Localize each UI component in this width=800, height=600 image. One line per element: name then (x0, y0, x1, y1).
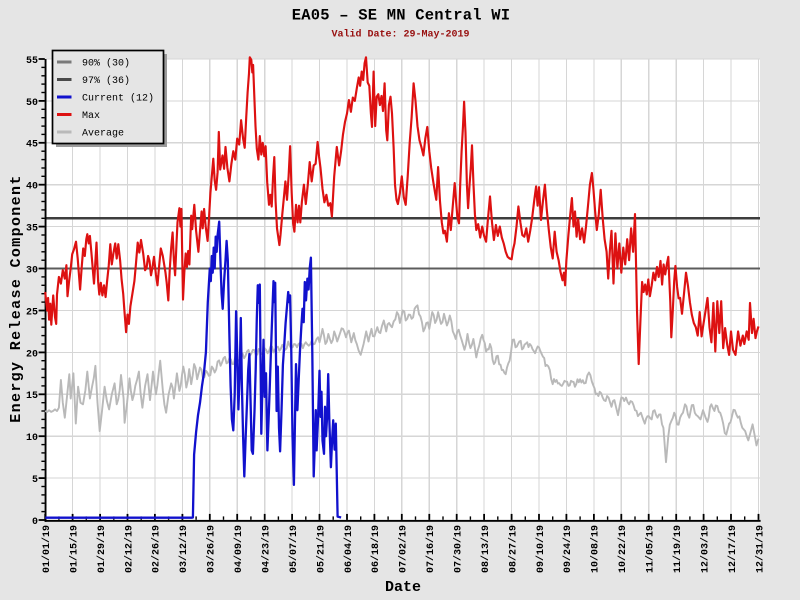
svg-text:01/01/19: 01/01/19 (41, 525, 53, 573)
svg-text:90% (30): 90% (30) (82, 58, 130, 70)
svg-text:12/17/19: 12/17/19 (727, 525, 739, 573)
svg-text:15: 15 (26, 391, 38, 402)
svg-text:06/18/19: 06/18/19 (370, 525, 382, 573)
svg-text:02/12/19: 02/12/19 (123, 525, 135, 573)
svg-text:40: 40 (26, 182, 38, 193)
svg-text:02/26/19: 02/26/19 (151, 525, 163, 573)
svg-text:10/22/19: 10/22/19 (617, 525, 629, 573)
svg-text:01/15/19: 01/15/19 (68, 525, 80, 573)
svg-text:12/31/19: 12/31/19 (754, 525, 766, 573)
svg-text:04/23/19: 04/23/19 (261, 525, 273, 573)
svg-text:11/19/19: 11/19/19 (672, 525, 684, 573)
svg-text:09/24/19: 09/24/19 (562, 525, 574, 573)
svg-text:05/21/19: 05/21/19 (315, 525, 327, 573)
svg-text:03/12/19: 03/12/19 (178, 525, 190, 573)
svg-text:01/29/19: 01/29/19 (96, 525, 108, 573)
svg-text:06/04/19: 06/04/19 (343, 525, 355, 573)
svg-text:12/03/19: 12/03/19 (699, 525, 711, 573)
svg-text:25: 25 (26, 307, 38, 318)
svg-text:35: 35 (26, 224, 38, 235)
svg-text:07/16/19: 07/16/19 (425, 525, 437, 573)
svg-text:08/13/19: 08/13/19 (480, 525, 492, 573)
svg-text:05/07/19: 05/07/19 (288, 525, 300, 573)
svg-text:Date: Date (385, 579, 421, 596)
svg-text:20: 20 (26, 349, 38, 360)
svg-text:0: 0 (32, 517, 38, 528)
svg-text:04/09/19: 04/09/19 (233, 525, 245, 573)
svg-text:07/02/19: 07/02/19 (398, 525, 410, 573)
svg-text:03/26/19: 03/26/19 (206, 525, 218, 573)
svg-text:09/10/19: 09/10/19 (535, 525, 547, 573)
svg-text:Average: Average (82, 129, 124, 140)
svg-text:50: 50 (26, 98, 38, 109)
svg-text:11/05/19: 11/05/19 (645, 525, 657, 573)
svg-text:Max: Max (82, 111, 100, 122)
svg-text:Current (12): Current (12) (82, 93, 154, 105)
svg-text:10/08/19: 10/08/19 (590, 525, 602, 573)
svg-text:97% (36): 97% (36) (82, 75, 130, 87)
svg-text:5: 5 (32, 475, 38, 486)
svg-text:45: 45 (26, 140, 38, 151)
svg-text:55: 55 (26, 56, 38, 67)
svg-text:08/27/19: 08/27/19 (507, 525, 519, 573)
svg-text:30: 30 (26, 265, 38, 276)
svg-text:07/30/19: 07/30/19 (453, 525, 465, 573)
svg-text:Energy Release Component: Energy Release Component (8, 174, 25, 422)
svg-text:EA05 – SE MN Central WI: EA05 – SE MN Central WI (292, 7, 511, 25)
svg-text:Valid Date: 29-May-2019: Valid Date: 29-May-2019 (331, 29, 469, 41)
svg-text:10: 10 (26, 433, 38, 444)
